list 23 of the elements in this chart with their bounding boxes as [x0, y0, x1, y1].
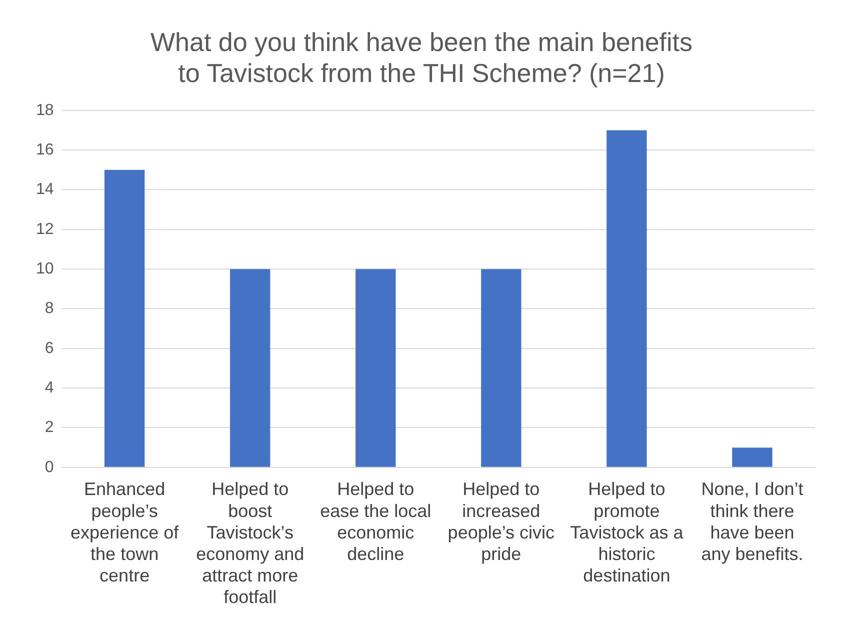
chart-title: What do you think have been the main benefits to Tavistock from the THI Scheme? (n=21): [150, 26, 693, 88]
x-tick-label: Enhanced people’s experience of the town centre: [70, 479, 180, 586]
y-tick-label: 12: [36, 220, 54, 238]
bar: [481, 269, 522, 467]
bar: [732, 448, 772, 467]
y-tick-label: 0: [44, 458, 54, 476]
y-tick-label: 6: [44, 340, 54, 357]
y-tick-label: 16: [36, 141, 54, 158]
y-tick-label: 14: [36, 181, 54, 198]
x-tick-label: Helped to ease the local economic decline: [320, 479, 432, 564]
bar: [606, 130, 647, 467]
x-tick-label: Helped to boost Tavistock’s economy and attract more footfall: [196, 479, 304, 608]
x-tick-label: Helped to increased people’s civic pride: [448, 479, 555, 564]
bar: [230, 269, 270, 467]
bar: [356, 269, 396, 467]
y-tick-label: 2: [44, 419, 54, 436]
bar: [104, 170, 145, 467]
y-tick-label: 10: [36, 260, 54, 278]
y-tick-label: 4: [44, 379, 54, 396]
x-tick-label: Helped to promote Tavistock as a historic destination: [570, 479, 684, 586]
y-tick-label: 18: [36, 102, 54, 119]
x-tick-label: None, I don’t think there have been any benefits.: [701, 479, 804, 564]
y-tick-label: 8: [44, 300, 54, 318]
